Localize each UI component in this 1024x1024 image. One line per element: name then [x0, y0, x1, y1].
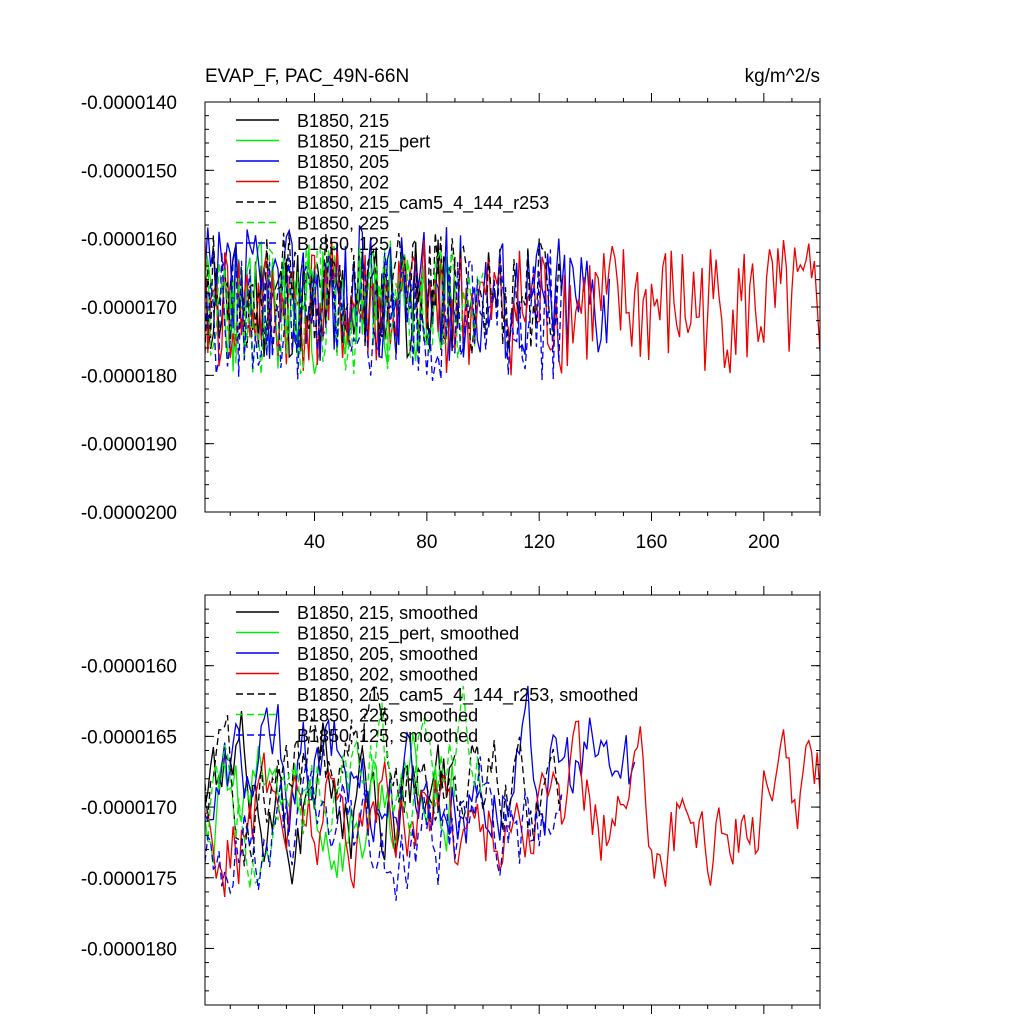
top-panel-axes: -0.0000140 -0.0000150 -0.0000160 -0.0000170… — [81, 93, 821, 553]
legend-label: B1850, 215_cam5_4_144_r253, smoothed — [297, 685, 638, 706]
series-line — [205, 245, 484, 375]
x-tick-label: 160 — [636, 532, 668, 553]
legend-label: B1850, 202, smoothed — [297, 665, 478, 685]
x-tick-label: 80 — [416, 532, 437, 553]
y-tick-label: -0.0000165 — [81, 727, 177, 748]
legend-label: B1850, 215_pert, smoothed — [297, 624, 519, 645]
series-line — [205, 238, 820, 376]
y-tick-label: -0.0000200 — [81, 503, 177, 524]
y-tick-label: -0.0000190 — [81, 435, 177, 456]
series-line — [205, 685, 636, 844]
bottom-panel-axes: -0.0000160 -0.0000165 -0.0000170 -0.0000175… — [81, 586, 821, 1014]
legend-label: B1850, 215_cam5_4_144_r253 — [297, 193, 549, 214]
series-line — [205, 720, 820, 898]
y-tick-label: -0.0000180 — [81, 366, 177, 387]
x-tick-label: 200 — [748, 532, 780, 553]
y-tick-label: -0.0000160 — [81, 230, 177, 251]
y-tick-label: -0.0000180 — [81, 939, 177, 960]
legend-label: B1850, 215, smoothed — [297, 603, 478, 623]
bottom-panel: -0.0000160 -0.0000165 -0.0000170 -0.0000175… — [81, 586, 821, 1014]
series-line — [205, 733, 456, 879]
legend-label: B1850, 215 — [297, 111, 389, 131]
legend-label: B1850, 125, smoothed — [297, 726, 478, 746]
legend-label: B1850, 215_pert — [297, 132, 430, 153]
y-tick-label: -0.0000170 — [81, 298, 177, 319]
y-tick-label: -0.0000150 — [81, 161, 177, 182]
top-panel-series — [205, 225, 820, 382]
series-line — [205, 249, 563, 382]
y-tick-label: -0.0000160 — [81, 657, 177, 678]
x-tick-label: 40 — [304, 532, 325, 553]
y-tick-label: -0.0000170 — [81, 798, 177, 819]
x-tick-label: 120 — [523, 532, 555, 553]
bottom-panel-frame — [204, 594, 821, 1006]
legend-label: B1850, 205, smoothed — [297, 644, 478, 664]
legend-label: B1850, 202 — [297, 173, 389, 193]
y-tick-label: -0.0000175 — [81, 869, 177, 890]
units-label: kg/m^2/s — [745, 66, 820, 87]
bottom-panel-series — [205, 685, 820, 901]
series-line — [205, 225, 611, 361]
top-panel: -0.0000140 -0.0000150 -0.0000160 -0.0000170… — [81, 66, 821, 553]
series-line — [205, 232, 563, 355]
series-line — [205, 686, 563, 867]
legend-label: B1850, 205 — [297, 152, 389, 172]
y-tick-label: -0.0000140 — [81, 93, 177, 114]
series-line — [205, 756, 563, 901]
legend-label: B1850, 125 — [297, 234, 389, 254]
chart-title: EVAP_F, PAC_49N-66N — [205, 66, 409, 87]
series-line — [205, 685, 484, 889]
legend-label: B1850, 225 — [297, 214, 389, 234]
legend-label: B1850, 225, smoothed — [297, 706, 478, 726]
